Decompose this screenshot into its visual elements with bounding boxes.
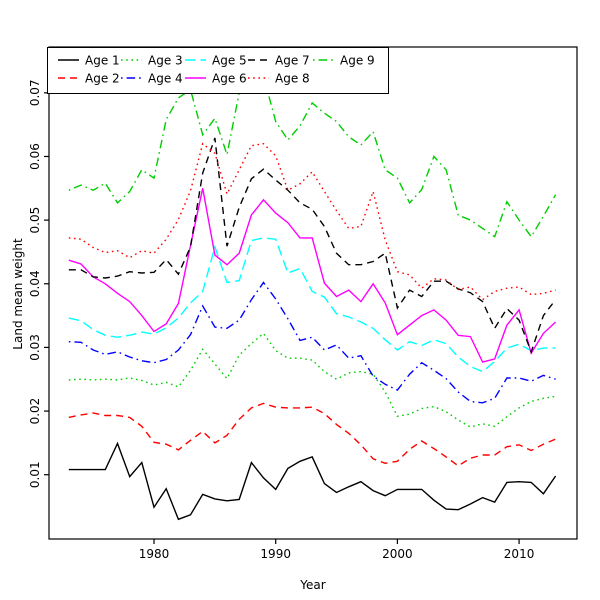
series-line-age-1 <box>68 441 557 521</box>
y-tick-label: 0.06 <box>28 143 42 170</box>
y-tick-label: 0.07 <box>28 79 42 106</box>
y-tick-label: 0.04 <box>28 270 42 297</box>
series-line-age-3 <box>68 332 556 428</box>
series-line-age-8 <box>68 142 556 301</box>
series-line-age-9 <box>68 75 557 238</box>
y-tick-label: 0.03 <box>28 334 42 361</box>
x-tick-label: 1990 <box>260 547 291 561</box>
series-line-age-6 <box>68 188 557 363</box>
x-axis-label: Year <box>300 578 326 592</box>
x-tick-label: 2000 <box>382 547 413 561</box>
legend-box <box>47 47 389 94</box>
x-tick-label: 2010 <box>504 547 535 561</box>
series-line-age-5 <box>68 237 556 373</box>
series-line-age-4 <box>68 281 556 404</box>
series-line-age-7 <box>68 137 557 354</box>
legend-label: Age 9 <box>340 54 375 68</box>
legend-label: Age 1 <box>85 54 120 68</box>
series-line-age-2 <box>68 402 556 467</box>
legend-label: Age 3 <box>148 54 183 68</box>
legend-label: Age 7 <box>275 54 310 68</box>
x-tick-label: 1980 <box>139 547 170 561</box>
legend: Age 1 Age 2 Age 3 Age 4 Age 5 Age 6 Age 7 Age 8… <box>47 47 389 94</box>
y-tick-label: 0.05 <box>28 207 42 234</box>
legend-label: Age 2 <box>85 72 120 86</box>
legend-label: Age 6 <box>212 72 247 86</box>
series-lines <box>68 75 557 521</box>
y-tick-label: 0.01 <box>28 461 42 488</box>
legend-label: Age 5 <box>212 54 247 68</box>
y-tick-label: 0.02 <box>28 398 42 425</box>
y-axis-label: Land mean weight <box>11 238 25 350</box>
legend-label: Age 8 <box>275 72 310 86</box>
plot-border <box>48 46 578 540</box>
legend-label: Age 4 <box>148 72 183 86</box>
